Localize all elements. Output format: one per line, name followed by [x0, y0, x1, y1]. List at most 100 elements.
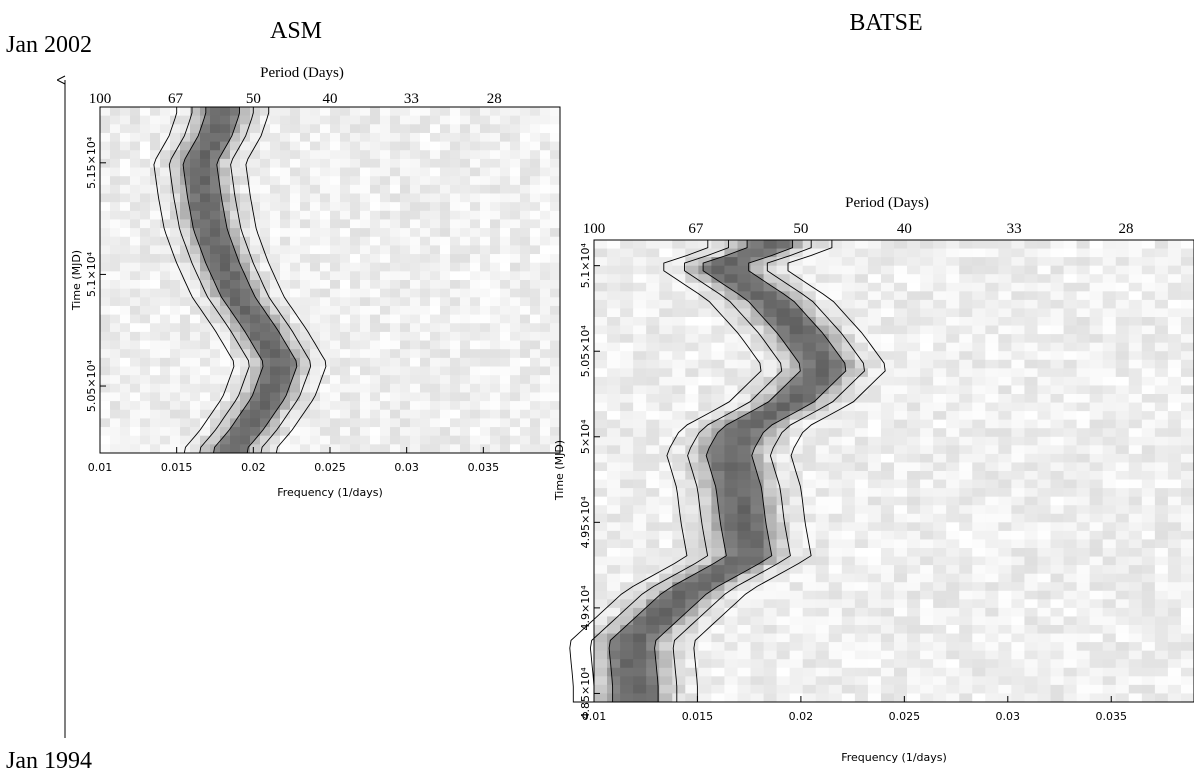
batse-heat-cell [907, 385, 921, 395]
batse-heat-cell [1037, 265, 1051, 275]
asm-heat-cell [270, 366, 281, 376]
asm-heat-cell [100, 132, 111, 142]
batse-heat-cell [646, 633, 660, 643]
batse-heat-cell [789, 385, 804, 395]
batse-heat-cell [998, 684, 1012, 694]
batse-heat-cell [867, 530, 882, 540]
asm-heat-cell [310, 236, 321, 246]
batse-heat-cell [920, 488, 934, 498]
asm-heat-cell [430, 132, 441, 142]
asm-heat-cell [120, 375, 131, 385]
asm-heat-cell [140, 401, 151, 411]
asm-heat-cell [160, 262, 171, 272]
batse-heat-cell [659, 684, 673, 694]
asm-heat-cell [370, 219, 381, 229]
asm-heat-cell [460, 435, 471, 445]
asm-period-tick-label: 33 [404, 91, 419, 107]
batse-heat-cell [802, 368, 817, 378]
asm-heat-cell [290, 202, 301, 212]
batse-heat-cell [737, 428, 751, 438]
asm-heat-cell [200, 184, 211, 194]
batse-heat-cell [685, 368, 699, 378]
batse-heat-cell [1128, 462, 1143, 472]
asm-heat-cell [330, 193, 341, 203]
batse-heat-cell [933, 436, 947, 446]
batse-heat-cell [841, 428, 856, 438]
asm-heat-cell [520, 202, 531, 212]
asm-heat-cell [400, 427, 411, 437]
asm-heat-cell [400, 366, 411, 376]
asm-heat-cell [130, 357, 141, 367]
batse-heat-cell [933, 274, 947, 284]
batse-heat-cell [985, 462, 999, 472]
asm-heat-cell [180, 193, 191, 203]
asm-heat-cell [170, 150, 181, 160]
asm-heat-cell [170, 115, 181, 125]
asm-heat-cell [180, 115, 191, 125]
batse-heat-cell [607, 582, 621, 592]
batse-heat-cell [959, 394, 973, 403]
batse-heat-cell [998, 539, 1012, 549]
asm-heat-cell [240, 254, 251, 264]
batse-heat-cell [867, 385, 882, 395]
batse-heat-cell [750, 513, 764, 523]
asm-heat-cell [450, 383, 461, 393]
batse-heat-cell [854, 625, 869, 634]
asm-heat-cell [150, 176, 161, 186]
asm-heat-cell [390, 132, 401, 142]
batse-heat-cell [685, 625, 699, 634]
batse-heat-cell [1167, 394, 1182, 403]
asm-heat-cell [210, 236, 221, 246]
batse-heat-cell [985, 257, 999, 267]
batse-heat-cell [972, 274, 986, 284]
batse-heat-cell [633, 607, 647, 617]
batse-heat-cell [841, 257, 856, 267]
asm-heat-cell [180, 297, 191, 307]
batse-heat-cell [737, 385, 751, 395]
asm-heat-cell [200, 375, 211, 385]
batse-heat-cell [841, 616, 856, 626]
batse-heat-cell [867, 428, 882, 438]
asm-heat-cell [460, 349, 471, 359]
asm-heat-cell [320, 202, 331, 212]
batse-heat-cell [789, 582, 804, 592]
asm-heat-cell [370, 271, 381, 281]
asm-heat-cell [340, 305, 351, 315]
asm-heat-cell [530, 349, 541, 359]
asm-x-axis-title: Frequency (1/days) [277, 486, 383, 499]
batse-heat-cell [672, 693, 686, 703]
asm-heat-cell [140, 323, 151, 333]
batse-heat-cell [698, 257, 712, 267]
batse-heat-cell [959, 676, 973, 686]
asm-heat-cell [370, 141, 381, 151]
asm-heat-cell [540, 349, 551, 359]
batse-heat-cell [959, 334, 973, 344]
asm-heat-cell [110, 193, 121, 203]
batse-heat-cell [646, 376, 660, 386]
batse-heat-cell [815, 530, 830, 540]
batse-heat-cell [789, 471, 804, 480]
batse-heat-cell [828, 599, 843, 609]
batse-heat-cell [646, 693, 660, 703]
batse-heat-cell [620, 488, 634, 498]
asm-heat-cell [350, 150, 361, 160]
batse-heat-cell [1089, 590, 1104, 600]
asm-heat-cell [280, 176, 291, 186]
asm-heat-cell [310, 383, 321, 393]
asm-heat-cell [500, 297, 511, 307]
asm-heat-cell [210, 210, 221, 220]
batse-heat-cell [672, 684, 686, 694]
asm-heat-cell [440, 254, 451, 264]
asm-heat-cell [460, 262, 471, 272]
asm-heat-cell [210, 375, 221, 385]
asm-heat-cell [270, 271, 281, 281]
batse-heat-cell [894, 359, 908, 369]
batse-heat-cell [1011, 385, 1025, 395]
batse-heat-cell [1180, 419, 1194, 429]
batse-heat-cell [1180, 488, 1194, 498]
batse-heat-cell [607, 556, 621, 566]
asm-heat-cell [550, 401, 561, 411]
batse-heat-cell [959, 240, 973, 249]
asm-heat-cell [150, 401, 161, 411]
asm-heat-cell [140, 176, 151, 186]
